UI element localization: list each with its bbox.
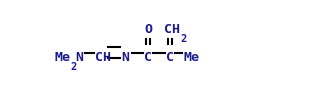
Text: Me: Me [183, 50, 199, 63]
Text: C: C [144, 50, 152, 63]
Text: 2: 2 [70, 61, 76, 71]
Text: N: N [76, 50, 84, 63]
Text: N: N [121, 50, 129, 63]
Text: C: C [166, 50, 174, 63]
Text: O: O [144, 23, 152, 35]
Text: CH: CH [95, 50, 112, 63]
Text: CH: CH [164, 23, 180, 35]
Text: 2: 2 [180, 33, 186, 43]
Text: Me: Me [55, 50, 71, 63]
